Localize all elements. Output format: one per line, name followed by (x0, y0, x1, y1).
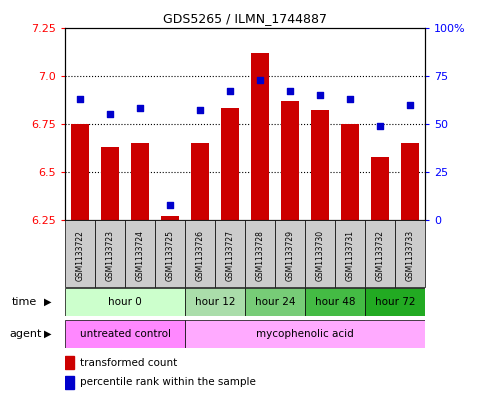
Text: hour 12: hour 12 (195, 297, 235, 307)
Bar (185, 220, 215, 287)
Bar (71, 124, 89, 220)
Bar (365, 288, 425, 316)
Point (376, 123, 384, 129)
Bar (395, 220, 425, 287)
Bar (371, 156, 389, 220)
Text: hour 24: hour 24 (255, 297, 296, 307)
Text: GSM1133732: GSM1133732 (376, 230, 384, 281)
Bar (221, 108, 239, 220)
Text: GSM1133722: GSM1133722 (76, 230, 85, 281)
Text: GSM1133728: GSM1133728 (256, 230, 265, 281)
Bar (305, 220, 335, 287)
Text: mycophenolic acid: mycophenolic acid (256, 329, 354, 339)
Text: hour 0: hour 0 (108, 297, 142, 307)
Bar (311, 110, 329, 220)
Text: percentile rank within the sample: percentile rank within the sample (80, 377, 256, 387)
Text: GDS5265 / ILMN_1744887: GDS5265 / ILMN_1744887 (163, 12, 327, 25)
Bar (191, 143, 209, 220)
Bar (365, 220, 395, 287)
Text: GSM1133730: GSM1133730 (315, 230, 325, 281)
Bar (185, 288, 245, 316)
Bar (161, 216, 179, 220)
Bar (65, 220, 95, 287)
Point (286, 88, 294, 94)
Text: ▶: ▶ (43, 297, 51, 307)
Text: GSM1133727: GSM1133727 (226, 230, 235, 281)
Point (196, 107, 204, 114)
Bar (101, 147, 119, 220)
Text: GSM1133726: GSM1133726 (196, 230, 205, 281)
Bar (335, 220, 365, 287)
Bar (305, 288, 365, 316)
Text: transformed count: transformed count (80, 358, 177, 368)
Bar (251, 53, 269, 220)
Bar (401, 143, 419, 220)
Point (136, 105, 144, 112)
Bar (65, 288, 185, 316)
Text: GSM1133731: GSM1133731 (345, 230, 355, 281)
Bar (245, 288, 305, 316)
Bar (125, 220, 155, 287)
Point (106, 111, 114, 117)
Text: time: time (12, 297, 37, 307)
Text: GSM1133725: GSM1133725 (166, 230, 175, 281)
Text: hour 48: hour 48 (315, 297, 355, 307)
Bar (245, 220, 275, 287)
Point (406, 101, 414, 108)
Point (346, 95, 354, 102)
Point (76, 95, 84, 102)
Bar (65, 320, 185, 348)
Bar (131, 143, 149, 220)
Point (316, 92, 324, 98)
Text: ▶: ▶ (43, 329, 51, 339)
Text: GSM1133724: GSM1133724 (136, 230, 145, 281)
Text: untreated control: untreated control (80, 329, 170, 339)
Bar (215, 220, 245, 287)
Bar (65, 376, 74, 389)
Text: hour 72: hour 72 (375, 297, 415, 307)
Point (226, 88, 234, 94)
Point (256, 76, 264, 83)
Bar (65, 356, 74, 369)
Bar (95, 220, 125, 287)
Text: GSM1133723: GSM1133723 (106, 230, 114, 281)
Bar (281, 101, 299, 220)
Bar (155, 220, 185, 287)
Point (166, 202, 174, 208)
Text: agent: agent (10, 329, 42, 339)
Bar (275, 220, 305, 287)
Text: GSM1133729: GSM1133729 (285, 230, 295, 281)
Text: GSM1133733: GSM1133733 (406, 230, 414, 281)
Bar (341, 124, 359, 220)
Bar (185, 320, 425, 348)
